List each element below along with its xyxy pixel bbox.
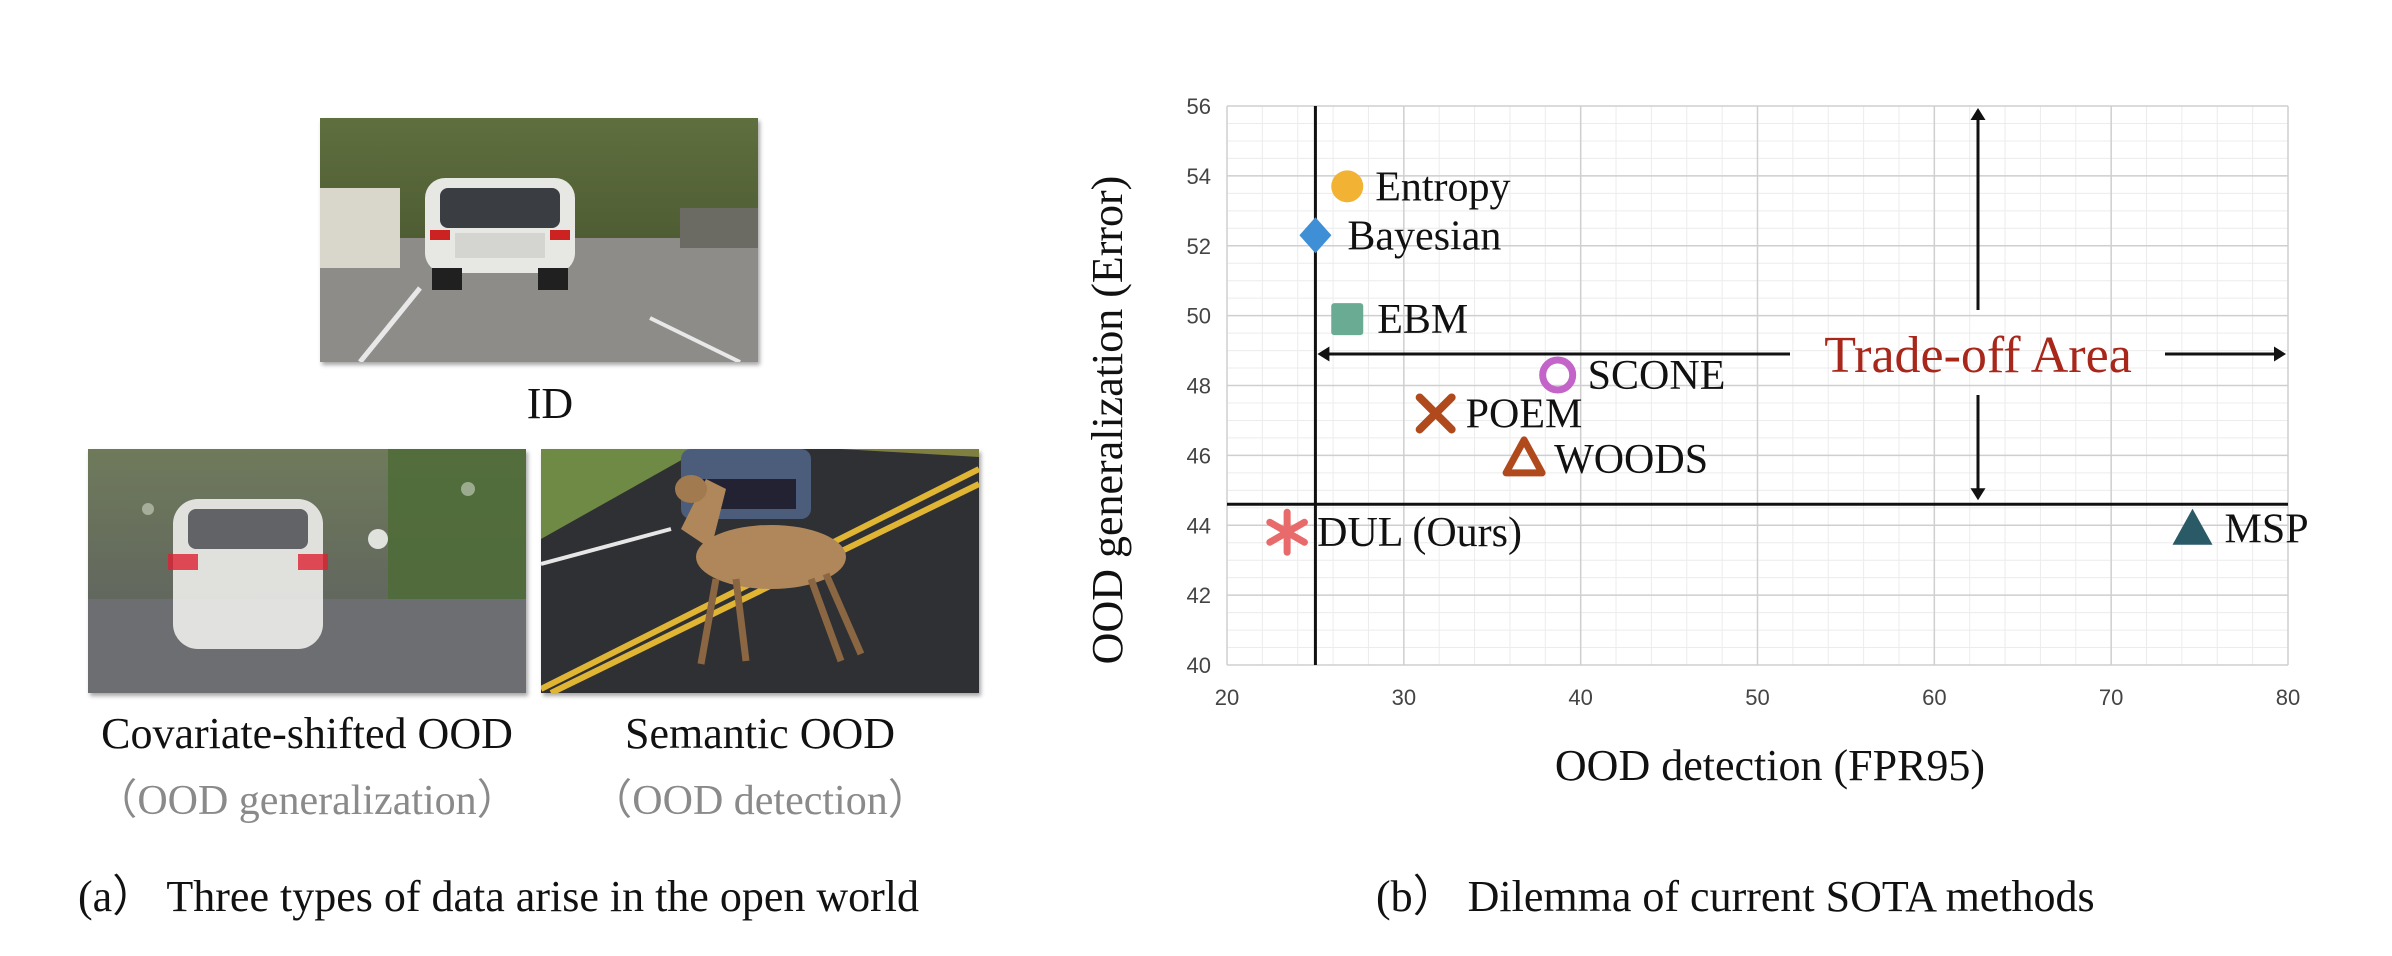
woods-point [1502,436,1546,477]
dul-ours-point [1266,508,1308,556]
bayesian-label: Bayesian [1347,213,1501,259]
entropy-label: Entropy [1375,164,1510,210]
poem-label: POEM [1466,391,1583,437]
y-tick-label: 54 [1187,164,1211,189]
x-stroke [1415,393,1456,434]
dul-ours-label: DUL (Ours) [1317,510,1522,556]
reference-lines [1227,106,2288,665]
y-tick-label: 42 [1187,583,1211,608]
y-axis-title: OOD generalization (Error) [1083,176,1132,665]
x-tick-label: 40 [1568,685,1592,710]
arrow-head [1970,108,1986,120]
woods-label: WOODS [1554,437,1708,483]
x-tick-label: 60 [1922,685,1946,710]
y-tick-label: 40 [1187,653,1211,678]
id-car-photo [320,118,758,362]
scone-label: SCONE [1588,353,1726,399]
deer-crossing-image [541,449,979,693]
entropy-point [1331,170,1364,203]
arrow-head [1970,488,1986,501]
bayesian-point [1299,217,1332,254]
msp-label: MSP [2225,507,2309,553]
covariate-subcaption: （OOD generalization） [95,778,519,824]
panel-a-caption: (a） Three types of data arise in the ope… [78,872,920,921]
tradeoff-area-label: Trade-off Area [1824,327,2132,384]
arrow-head [2274,346,2286,362]
covariate-caption: Covariate-shifted OOD [101,709,513,758]
x-tick-label: 50 [1745,685,1769,710]
deer-photo [541,449,979,693]
x-tick-label: 70 [2099,685,2123,710]
panel-b-caption: (b） Dilemma of current SOTA methods [1376,872,2095,921]
scone-point [1539,356,1577,394]
semantic-caption: Semantic OOD [624,709,896,758]
x-tick-label: 20 [1215,685,1239,710]
y-tick-label: 56 [1187,94,1211,119]
y-tick-label: 46 [1187,443,1211,468]
msp-point [2172,508,2213,545]
semantic-subcaption: （OOD detection） [590,778,930,824]
axis-ticks: 20 30 40 50 60 70 80 40 42 44 46 48 50 52 54 56 [1187,94,2301,710]
y-tick-label: 48 [1187,374,1211,399]
x-tick-label: 80 [2276,685,2300,710]
asterisk-stroke [1266,518,1308,546]
rainy-car-photo [88,449,526,693]
arrow-head [1317,346,1330,362]
x-axis-title: OOD detection (FPR95) [1555,741,1985,790]
poem-point [1415,393,1456,434]
car-rear-image [320,118,758,362]
y-tick-label: 52 [1187,234,1211,259]
chart-grid [1226,105,2289,666]
ebm-label: EBM [1377,297,1468,343]
y-tick-label: 50 [1187,304,1211,329]
x-tick-label: 30 [1392,685,1416,710]
y-tick-label: 44 [1187,513,1211,538]
rainy-car-image [88,449,526,693]
id-caption: ID [526,379,574,428]
ebm-point [1331,303,1364,336]
